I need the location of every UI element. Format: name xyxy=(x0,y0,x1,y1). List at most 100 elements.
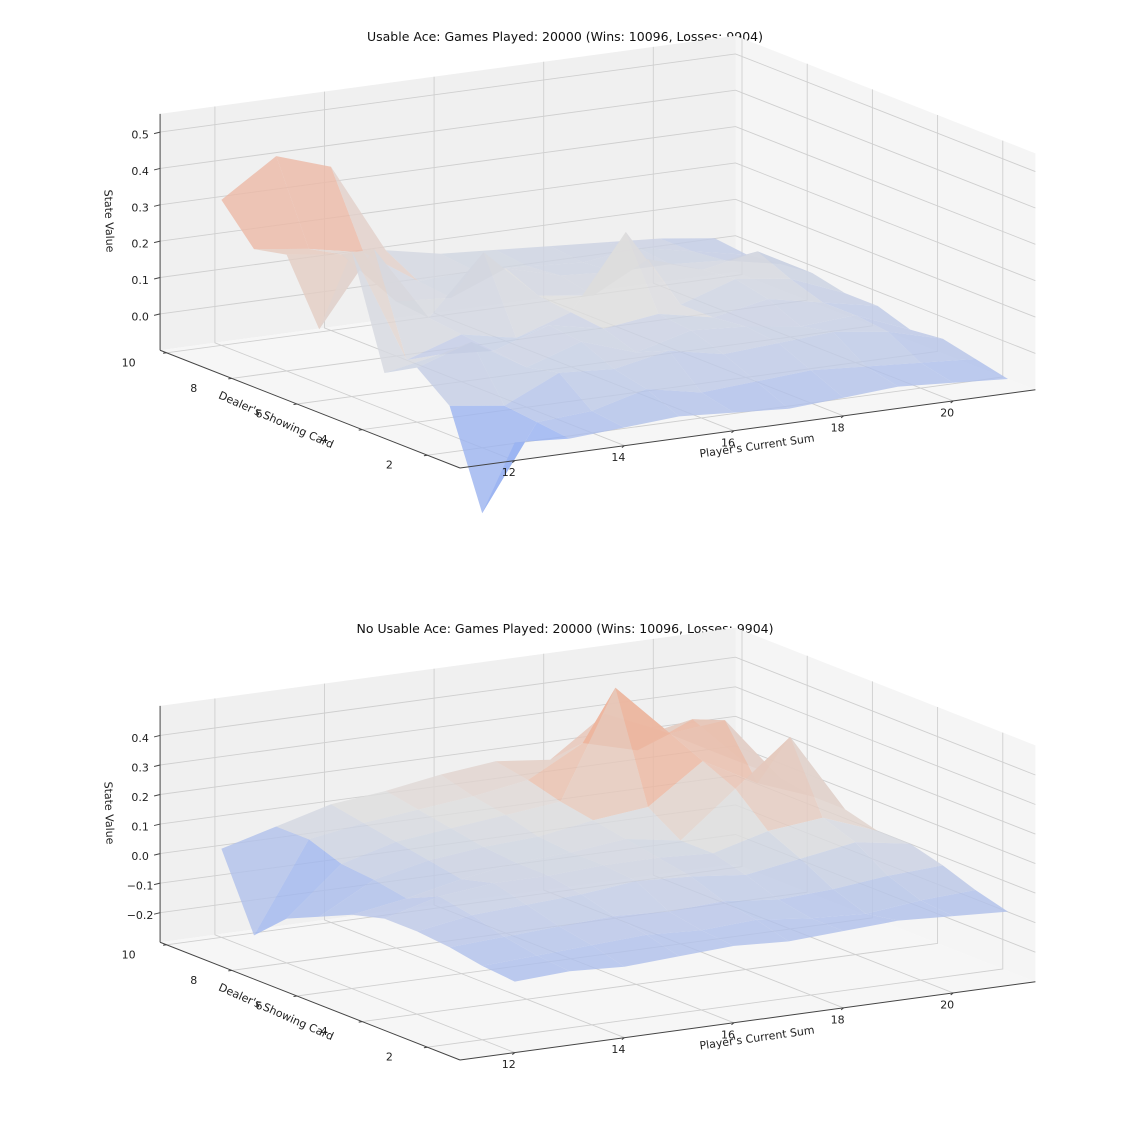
x-tick xyxy=(621,1037,625,1041)
gridline xyxy=(214,106,515,462)
z-tick-label: 0.2 xyxy=(131,238,149,251)
y-tick xyxy=(228,377,232,380)
z-tick-label: 0.3 xyxy=(131,201,149,214)
surface-patch xyxy=(494,875,582,905)
z-tick xyxy=(153,313,161,316)
figure: Usable Ace: Games Played: 20000 (Wins: 1… xyxy=(101,29,1036,1071)
surface-patch xyxy=(221,156,309,250)
z-tick xyxy=(153,764,161,767)
surface-patch xyxy=(483,836,571,863)
y-tick xyxy=(228,969,232,972)
no-usable-ace-panel: No Usable Ace: Games Played: 20000 (Wins… xyxy=(0,592,1130,1132)
surface-patch xyxy=(418,796,506,829)
surface-patch xyxy=(528,687,616,802)
x-axis-line xyxy=(459,981,1036,1061)
surface-patch xyxy=(756,918,844,942)
surface-patch xyxy=(800,842,888,890)
surface-patch xyxy=(331,790,419,823)
surface-patch xyxy=(374,860,462,899)
y-tick xyxy=(423,1046,428,1049)
gridline xyxy=(160,53,1036,173)
surface-patch xyxy=(723,343,811,382)
surface-patch xyxy=(417,915,505,948)
y-tick-label: 10 xyxy=(122,948,136,961)
surface-patch xyxy=(593,807,681,841)
gridline xyxy=(160,656,1036,776)
surface-patch xyxy=(855,842,943,876)
surface-patch xyxy=(658,313,746,331)
axis-lines xyxy=(159,705,1036,1061)
surface-patch xyxy=(591,934,680,967)
surface-patch xyxy=(735,736,823,831)
surface-patch xyxy=(614,350,702,393)
surface-patch xyxy=(319,879,407,917)
surface-patch xyxy=(471,904,560,937)
surface-patch xyxy=(526,894,614,927)
x-tick xyxy=(840,415,844,419)
surface-patch xyxy=(833,875,921,914)
surface-patch xyxy=(516,852,604,876)
surface-patch xyxy=(636,330,724,355)
surface-patch xyxy=(505,268,594,296)
x-tick xyxy=(621,445,625,449)
surface-patch xyxy=(702,251,791,279)
surface-patch xyxy=(680,279,768,318)
surface-patch xyxy=(658,853,746,877)
z-axis-title: State Value xyxy=(101,781,116,844)
surface-patch xyxy=(483,252,571,338)
gridline xyxy=(427,732,1004,1048)
surface-patch xyxy=(319,249,407,360)
surface-patch xyxy=(920,358,1008,383)
surface-patch xyxy=(625,839,714,858)
surface-patch xyxy=(276,156,364,253)
y-tick-label: 6 xyxy=(256,1000,263,1013)
chart-title: No Usable Ace: Games Played: 20000 (Wins… xyxy=(356,621,774,636)
surface-patch xyxy=(276,804,364,840)
y-tick-label: 2 xyxy=(386,459,393,472)
y-tick-label: 8 xyxy=(190,382,197,395)
surface-patch xyxy=(855,315,943,339)
z-tick xyxy=(153,240,161,244)
surface-patch xyxy=(691,326,779,355)
surface-patch xyxy=(735,278,823,303)
x-tick-label: 18 xyxy=(831,421,845,434)
x-tick-label: 20 xyxy=(940,406,954,419)
surface-patch xyxy=(385,250,474,282)
y-tick xyxy=(293,403,298,405)
surface-patch xyxy=(615,687,703,807)
z-tick-label: 0.3 xyxy=(131,761,149,774)
surface-patch xyxy=(286,863,374,919)
surface-patch xyxy=(538,820,626,853)
surface-patch xyxy=(341,841,429,880)
surface-patch xyxy=(637,247,725,265)
surface-patch xyxy=(471,342,560,406)
y-axis-line xyxy=(159,941,461,1061)
chart-title: Usable Ace: Games Played: 20000 (Wins: 1… xyxy=(366,29,764,44)
surface-patch xyxy=(428,847,517,880)
x-tick xyxy=(840,1007,844,1011)
surface-patch xyxy=(581,881,669,916)
z-tick xyxy=(153,734,161,738)
surface-patch xyxy=(659,238,748,255)
y-tick xyxy=(358,429,363,431)
surface-patch xyxy=(790,278,878,306)
surface-patch xyxy=(504,372,592,423)
surface-patch xyxy=(221,826,309,936)
x-tick-label: 12 xyxy=(502,1058,516,1071)
surface-patch xyxy=(559,916,647,946)
gridline xyxy=(324,683,625,1039)
x-tick xyxy=(511,460,516,463)
z-tick xyxy=(153,167,161,171)
surface-patch xyxy=(528,262,616,276)
surface-patch xyxy=(822,302,911,330)
surface-patch xyxy=(560,687,648,821)
x-tick-label: 16 xyxy=(721,1028,735,1041)
surface-patch xyxy=(363,809,451,842)
surface-patch xyxy=(254,839,342,936)
surface-patch xyxy=(374,249,462,360)
surface-patch xyxy=(537,411,625,439)
surface-patch xyxy=(691,874,779,902)
surface-patch xyxy=(571,839,659,866)
surface-patch xyxy=(548,325,637,353)
surface-patch xyxy=(384,896,472,932)
